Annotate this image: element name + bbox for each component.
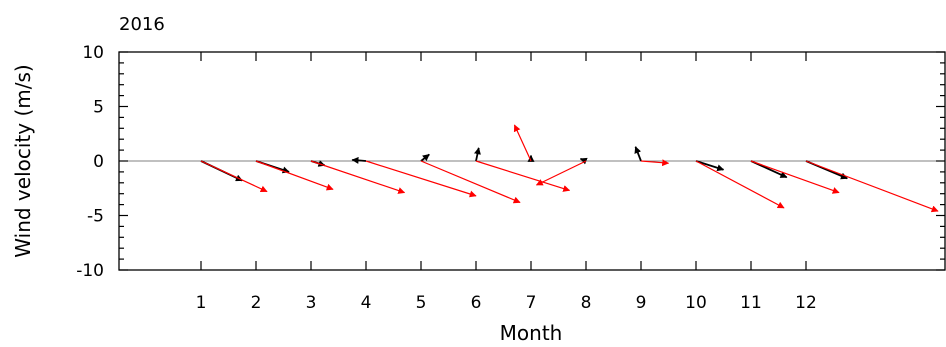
red-wind-vector: [310, 160, 406, 194]
x-tick-label: 1: [196, 293, 207, 313]
x-tick-label: 5: [416, 293, 427, 313]
x-tick-label: 3: [306, 293, 317, 313]
red-wind-vector: [640, 159, 670, 167]
x-tick-label: 4: [361, 293, 372, 313]
y-tick-label: 5: [93, 98, 104, 118]
x-tick-label: 7: [526, 293, 537, 313]
black-wind-vector: [579, 157, 588, 165]
red-wind-vector: [365, 160, 477, 198]
red-wind-vector: [695, 160, 785, 209]
black-wind-vector: [420, 153, 430, 162]
black-wind-vector: [634, 146, 642, 162]
chart-title: 2016: [119, 14, 165, 35]
y-tick-label: -5: [87, 207, 104, 227]
red-wind-vector: [535, 160, 587, 186]
black-wind-vector: [695, 160, 725, 172]
x-tick-label: 9: [636, 293, 647, 313]
x-tick-label: 8: [581, 293, 592, 313]
vector-marks: [200, 124, 939, 213]
y-tick-label: -10: [76, 261, 104, 281]
y-tick-label: 10: [82, 43, 104, 63]
x-tick-label: 6: [471, 293, 482, 313]
red-wind-vector: [513, 124, 532, 162]
y-tick-label: 0: [93, 152, 104, 172]
axis-ticks: [119, 51, 945, 271]
red-wind-vector: [750, 160, 840, 194]
x-tick-label: 2: [251, 293, 262, 313]
red-wind-vector: [420, 160, 521, 204]
black-wind-vector: [474, 147, 481, 162]
x-axis-title: Month: [500, 321, 563, 345]
black-wind-vector: [351, 156, 367, 164]
red-wind-vector: [805, 160, 939, 213]
red-wind-vector: [475, 160, 571, 192]
x-tick-label: 10: [685, 293, 707, 313]
red-wind-vector: [255, 160, 334, 191]
x-tick-label: 12: [795, 293, 817, 313]
x-tick-label: 11: [740, 293, 762, 313]
red-wind-vector: [200, 160, 268, 193]
y-axis-title: Wind velocity (m/s): [11, 64, 35, 257]
